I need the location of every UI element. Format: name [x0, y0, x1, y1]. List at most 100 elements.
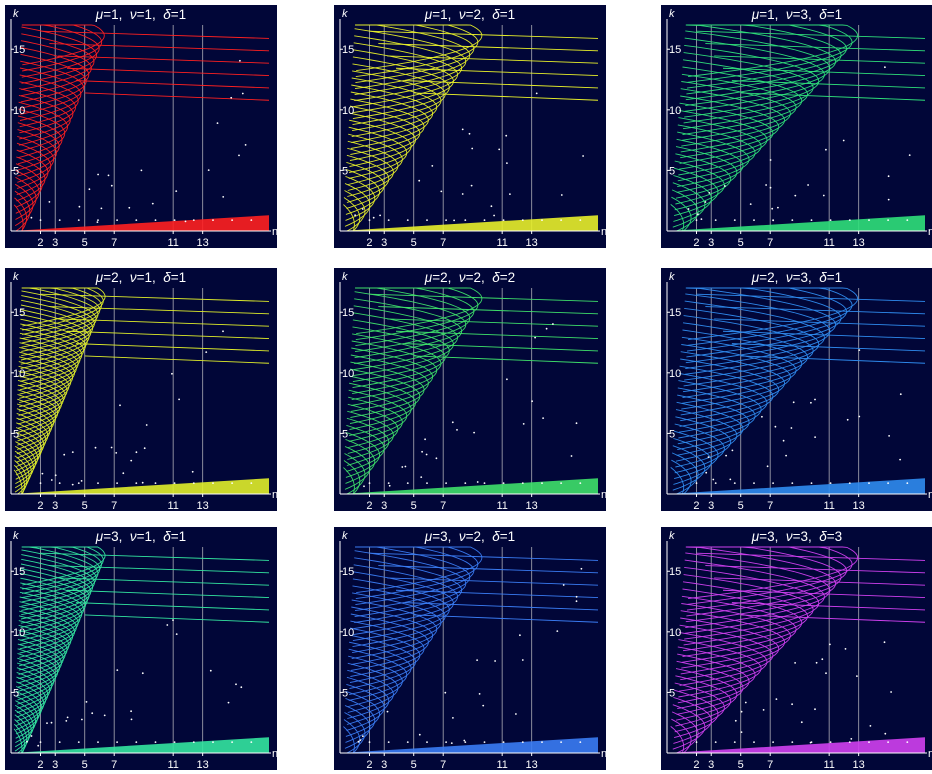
- data-point: [244, 144, 247, 146]
- x-tick-label: 11: [496, 237, 507, 248]
- data-point: [740, 731, 743, 733]
- curve: [17, 389, 59, 438]
- curve: [18, 108, 66, 159]
- data-point: [734, 719, 737, 722]
- x-tick-label: 5: [411, 759, 417, 770]
- data-point: [116, 741, 118, 743]
- curve: [685, 552, 831, 628]
- curve: [84, 92, 270, 101]
- curve: [14, 445, 34, 489]
- curve: [17, 643, 60, 692]
- curve: [369, 293, 599, 302]
- curve: [350, 354, 429, 412]
- curve: [686, 546, 842, 617]
- curve: [355, 546, 479, 600]
- curve: [21, 287, 99, 344]
- curve: [346, 424, 385, 472]
- data-point: [361, 208, 364, 210]
- data-point: [250, 219, 253, 222]
- data-point: [463, 739, 466, 742]
- curve: [19, 601, 77, 654]
- data-point: [135, 741, 138, 743]
- data-point: [231, 741, 234, 743]
- data-point: [212, 741, 214, 743]
- data-point: [230, 96, 233, 99]
- data-point: [502, 482, 505, 484]
- curve: [686, 24, 842, 95]
- chart-svg: 2 3 5 7 11 13 5 10 15 n k μ=1, ν=1, δ=1: [5, 5, 277, 248]
- curve: [352, 56, 450, 120]
- curve: [21, 33, 95, 90]
- y-axis-label: k: [13, 530, 19, 542]
- data-point: [418, 733, 421, 736]
- x-tick-label: 2: [366, 500, 372, 511]
- x-tick-label: 7: [111, 500, 117, 511]
- x-tick-label: 5: [82, 237, 88, 248]
- curve: [15, 163, 43, 208]
- plot-background: [5, 268, 277, 511]
- curve: [18, 361, 70, 412]
- chart-svg: 2 3 5 7 11 13 5 10 15 n k μ=1, ν=2, δ=1: [334, 5, 606, 248]
- curve: [352, 319, 450, 383]
- curve: [347, 410, 394, 460]
- data-point: [445, 741, 447, 743]
- curve: [21, 24, 100, 78]
- curve: [346, 154, 390, 203]
- data-point: [63, 453, 66, 456]
- curve: [15, 177, 37, 220]
- curve: [684, 300, 825, 375]
- data-point: [71, 451, 74, 453]
- curve: [351, 606, 434, 665]
- data-point: [209, 669, 212, 672]
- data-point: [794, 662, 796, 664]
- curve: [731, 80, 926, 89]
- curve: [18, 620, 70, 671]
- data-point: [166, 624, 169, 626]
- data-point: [154, 741, 157, 743]
- data-point: [372, 216, 375, 219]
- curve: [19, 351, 74, 404]
- data-point: [887, 219, 889, 222]
- curve: [349, 368, 421, 424]
- data-point: [445, 219, 447, 222]
- x-tick-label: 13: [853, 500, 865, 511]
- curve: [349, 634, 416, 689]
- data-point: [418, 179, 421, 182]
- x-axis-label: n: [928, 226, 932, 238]
- data-point: [453, 219, 455, 222]
- data-point: [829, 643, 831, 646]
- curve: [685, 293, 831, 369]
- curve: [685, 546, 837, 623]
- data-point: [906, 482, 909, 484]
- x-tick-label: 2: [693, 759, 699, 770]
- x-tick-label: 5: [82, 759, 88, 770]
- curve: [677, 653, 750, 710]
- data-point: [868, 219, 870, 222]
- curve: [18, 94, 71, 146]
- dense-region: [340, 215, 598, 231]
- data-point: [50, 479, 53, 481]
- y-tick-label: 5: [342, 165, 348, 177]
- data-point: [39, 741, 42, 743]
- curve: [19, 88, 74, 140]
- data-point: [143, 447, 146, 450]
- x-axis-label: n: [272, 748, 277, 760]
- curve: [21, 295, 95, 352]
- data-point: [110, 446, 113, 449]
- data-point: [846, 418, 849, 421]
- chart-title: μ=2, ν=1, δ=1: [95, 270, 186, 285]
- data-point: [482, 704, 485, 707]
- data-point: [774, 425, 777, 428]
- x-tick-label: 3: [708, 759, 714, 770]
- data-point: [235, 683, 237, 686]
- data-point: [471, 147, 474, 150]
- data-point: [240, 686, 243, 689]
- data-point: [509, 193, 511, 196]
- data-point: [107, 174, 110, 177]
- data-point: [825, 672, 827, 675]
- data-point: [848, 219, 851, 222]
- data-point: [868, 741, 870, 743]
- curve: [684, 559, 825, 634]
- x-tick-label: 2: [37, 759, 43, 770]
- data-point: [379, 214, 381, 217]
